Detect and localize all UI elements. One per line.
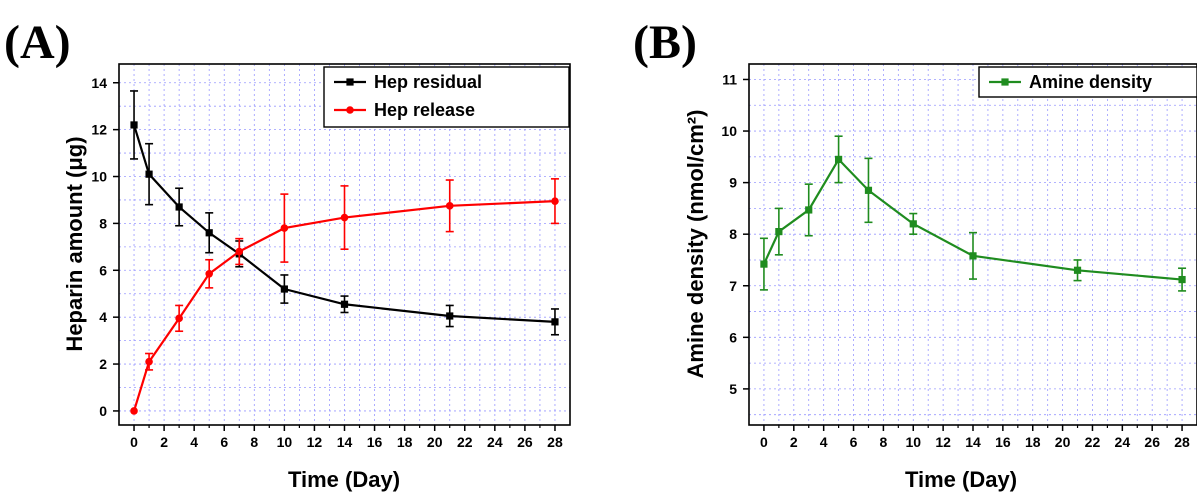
- x-tick-label: 16: [995, 434, 1011, 450]
- x-tick-label: 0: [130, 434, 138, 450]
- data-point: [205, 229, 213, 237]
- x-tick-label: 20: [1055, 434, 1071, 450]
- data-point: [445, 202, 454, 210]
- data-point: [864, 186, 873, 194]
- legend-label: Hep residual: [374, 72, 482, 92]
- data-point: [969, 252, 977, 260]
- data-point: [805, 206, 813, 214]
- x-tick-label: 28: [547, 434, 563, 450]
- data-point: [175, 314, 183, 323]
- data-point: [280, 285, 288, 293]
- x-tick-label: 22: [1085, 434, 1101, 450]
- data-point: [446, 312, 454, 320]
- x-tick-label: 26: [517, 434, 533, 450]
- x-tick-label: 20: [427, 434, 443, 450]
- panel-b-grid: [749, 64, 1197, 425]
- data-point: [130, 407, 138, 415]
- x-tick-label: 6: [850, 434, 858, 450]
- x-tick-label: 28: [1174, 434, 1190, 450]
- data-point: [760, 260, 768, 268]
- y-tick-label: 10: [91, 169, 107, 185]
- x-tick-label: 8: [880, 434, 888, 450]
- panel-a-grid: [119, 64, 570, 425]
- y-tick-label: 5: [729, 381, 737, 397]
- x-tick-label: 22: [457, 434, 473, 450]
- data-point: [205, 270, 213, 278]
- data-point: [775, 228, 783, 236]
- legend-marker: [346, 78, 354, 86]
- panel-a-series: [130, 90, 559, 415]
- y-tick-label: 8: [99, 215, 107, 231]
- data-point: [835, 155, 843, 164]
- panel-b-y-axis-title: Amine density (nmol/cm²): [683, 110, 708, 379]
- data-point: [145, 357, 153, 366]
- panel-b-x-axis-title: Time (Day): [905, 467, 1017, 492]
- data-point: [145, 170, 153, 178]
- data-point: [1073, 266, 1082, 274]
- panel-a-label: (A): [4, 16, 71, 69]
- data-point: [551, 318, 559, 326]
- data-point: [130, 121, 138, 129]
- x-tick-label: 12: [935, 434, 951, 450]
- data-point: [909, 220, 917, 228]
- legend-marker: [346, 106, 354, 114]
- y-tick-label: 9: [729, 175, 737, 191]
- x-tick-label: 26: [1144, 434, 1160, 450]
- y-tick-label: 11: [722, 71, 737, 87]
- x-tick-label: 10: [905, 434, 921, 450]
- data-point: [340, 213, 349, 222]
- panel-b-legend: Amine density: [978, 66, 1197, 98]
- x-tick-label: 14: [337, 434, 353, 450]
- x-tick-label: 0: [760, 434, 768, 450]
- x-tick-label: 8: [250, 434, 258, 450]
- data-point: [280, 224, 289, 232]
- x-tick-label: 10: [277, 434, 293, 450]
- data-point: [175, 203, 183, 211]
- panel-a: (A) 0 2 4 6 8 10 12 14 16 18 20 22 24 26 2802468101214…: [4, 16, 571, 492]
- x-tick-label: 24: [487, 434, 503, 450]
- legend-label: Hep release: [374, 100, 475, 120]
- y-tick-label: 2: [99, 356, 107, 372]
- y-tick-label: 6: [99, 262, 107, 278]
- panel-a-y-axis-title: Heparin amount (μg): [62, 136, 87, 351]
- x-tick-label: 14: [965, 434, 981, 450]
- panel-b-series: [759, 135, 1187, 292]
- panel-a-x-axis-title: Time (Day): [288, 467, 400, 492]
- x-tick-label: 18: [1025, 434, 1041, 450]
- data-point: [1178, 275, 1186, 284]
- data-point: [551, 197, 559, 205]
- x-tick-label: 6: [220, 434, 228, 450]
- y-tick-label: 4: [99, 309, 107, 325]
- x-tick-label: 4: [820, 434, 828, 450]
- y-tick-label: 14: [91, 75, 107, 91]
- legend-marker: [1001, 78, 1009, 86]
- x-tick-label: 24: [1115, 434, 1131, 450]
- panel-b-label: (B): [633, 16, 697, 69]
- data-point: [235, 247, 244, 256]
- x-tick-label: 18: [397, 434, 413, 450]
- data-point: [340, 300, 349, 308]
- y-tick-label: 6: [729, 329, 737, 345]
- legend-label: Amine density: [1029, 72, 1152, 92]
- x-tick-label: 2: [790, 434, 798, 450]
- y-tick-label: 12: [91, 122, 107, 138]
- y-tick-label: 7: [729, 278, 737, 294]
- x-tick-label: 12: [307, 434, 323, 450]
- y-tick-label: 10: [721, 123, 737, 139]
- x-tick-label: 16: [367, 434, 383, 450]
- x-tick-label: 2: [160, 434, 168, 450]
- panel-a-legend: Hep residual Hep release: [323, 66, 570, 128]
- y-tick-label: 0: [99, 403, 107, 419]
- legend-box: [323, 66, 570, 128]
- x-tick-label: 4: [190, 434, 198, 450]
- y-tick-label: 8: [729, 226, 737, 242]
